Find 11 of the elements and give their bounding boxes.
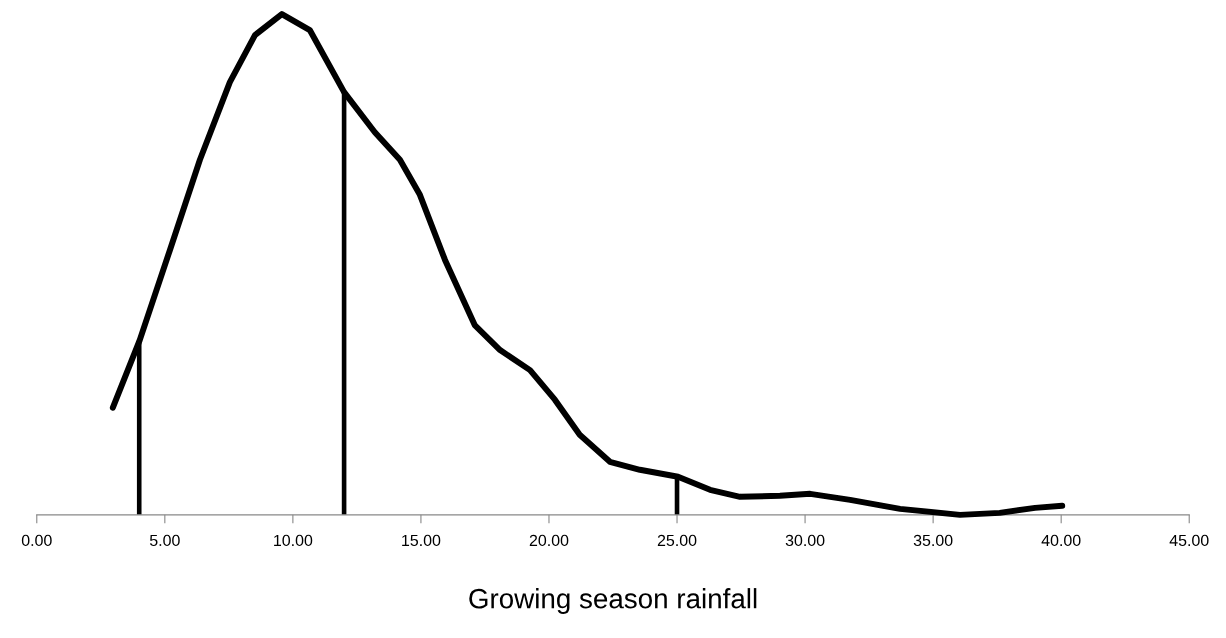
x-axis-title: Growing season rainfall — [469, 588, 757, 614]
x-tick-label: 10.00 — [274, 534, 313, 547]
x-tick-label: 15.00 — [402, 534, 441, 547]
x-tick-label: 30.00 — [785, 534, 825, 547]
x-tick-label: 45.00 — [1169, 534, 1209, 547]
x-tick-label: 25.00 — [657, 534, 697, 547]
x-tick-label: 40.00 — [1041, 534, 1081, 547]
x-tick-label: 5.00 — [149, 534, 180, 547]
x-tick-label: 0.00 — [21, 534, 52, 547]
x-tick-label: 35.00 — [913, 534, 953, 547]
x-tick-label: 20.00 — [529, 534, 569, 547]
